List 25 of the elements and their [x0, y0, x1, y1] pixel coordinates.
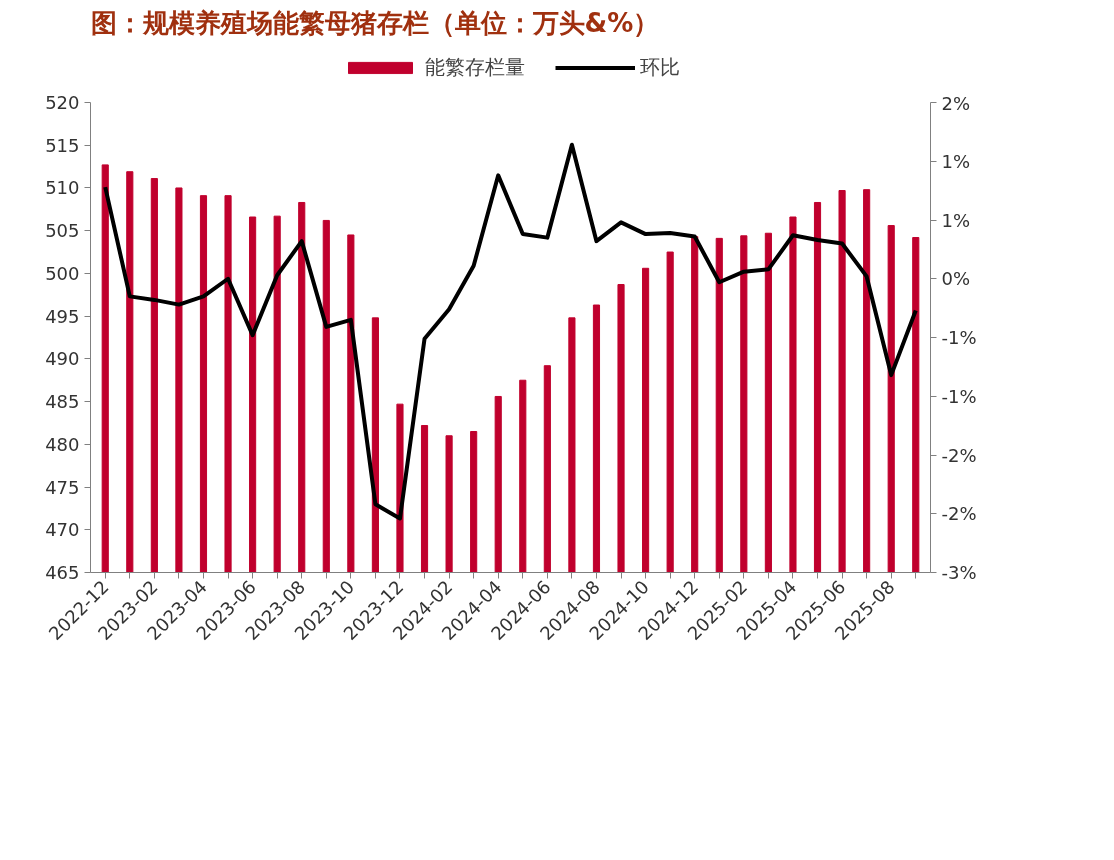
y-tick-label: 475	[45, 476, 80, 498]
y-tick-label: 520	[45, 92, 80, 113]
y-tick-label: 510	[45, 177, 80, 199]
y2-tick-label: -3%	[941, 562, 977, 583]
chart-title: 图：规模养殖场能繁母猪存栏（单位：万头&%）	[90, 7, 660, 38]
y-tick-label: 485	[45, 391, 80, 413]
legend-label: 能繁存栏量	[425, 53, 525, 81]
y2-tick-label: 1%	[941, 150, 971, 172]
line-series	[103, 142, 918, 521]
y2-tick-label: 1%	[941, 209, 971, 231]
y2-tick-label: -1%	[941, 327, 977, 348]
y-tick-label: 500	[45, 262, 80, 284]
y2-tick-label: -2%	[941, 444, 977, 466]
y2-tick-label: 2%	[941, 92, 971, 114]
y2-tick-label: 0%	[941, 268, 971, 290]
y-tick-label: 495	[45, 305, 80, 327]
y-tick-label: 480	[45, 433, 80, 455]
y-tick-label: 490	[45, 348, 80, 370]
y2-tick-label: -2%	[941, 503, 977, 525]
y2-tick-label: -1%	[941, 385, 977, 407]
y-tick-label: 515	[45, 134, 80, 156]
y-tick-label: 505	[45, 220, 80, 242]
legend-label: 环比	[640, 53, 680, 81]
y-tick-label: 470	[45, 519, 80, 541]
y-tick-label: 465	[45, 562, 80, 583]
